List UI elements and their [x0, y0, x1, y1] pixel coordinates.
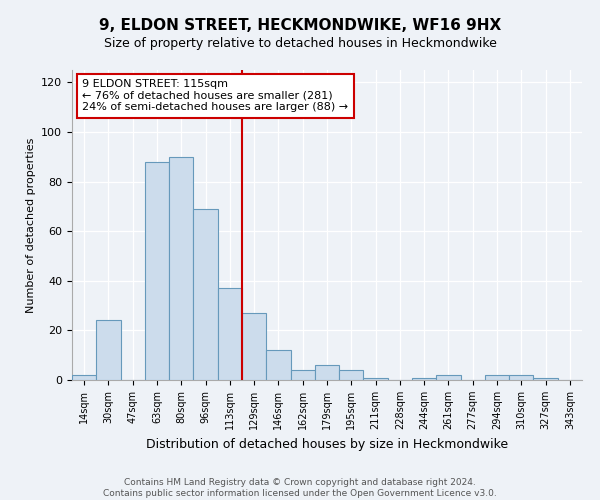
Bar — [218, 288, 242, 380]
Bar — [145, 162, 169, 380]
Bar — [72, 375, 96, 380]
Bar — [509, 375, 533, 380]
Bar — [290, 370, 315, 380]
Bar — [436, 375, 461, 380]
Bar — [533, 378, 558, 380]
Bar — [242, 313, 266, 380]
Y-axis label: Number of detached properties: Number of detached properties — [26, 138, 35, 312]
Text: 9 ELDON STREET: 115sqm
← 76% of detached houses are smaller (281)
24% of semi-de: 9 ELDON STREET: 115sqm ← 76% of detached… — [82, 80, 349, 112]
X-axis label: Distribution of detached houses by size in Heckmondwike: Distribution of detached houses by size … — [146, 438, 508, 450]
Bar — [364, 378, 388, 380]
Text: Contains HM Land Registry data © Crown copyright and database right 2024.
Contai: Contains HM Land Registry data © Crown c… — [103, 478, 497, 498]
Text: 9, ELDON STREET, HECKMONDWIKE, WF16 9HX: 9, ELDON STREET, HECKMONDWIKE, WF16 9HX — [99, 18, 501, 32]
Text: Size of property relative to detached houses in Heckmondwike: Size of property relative to detached ho… — [104, 38, 496, 51]
Bar — [266, 350, 290, 380]
Bar — [339, 370, 364, 380]
Bar — [193, 209, 218, 380]
Bar — [169, 157, 193, 380]
Bar — [485, 375, 509, 380]
Bar — [315, 365, 339, 380]
Bar — [96, 320, 121, 380]
Bar — [412, 378, 436, 380]
